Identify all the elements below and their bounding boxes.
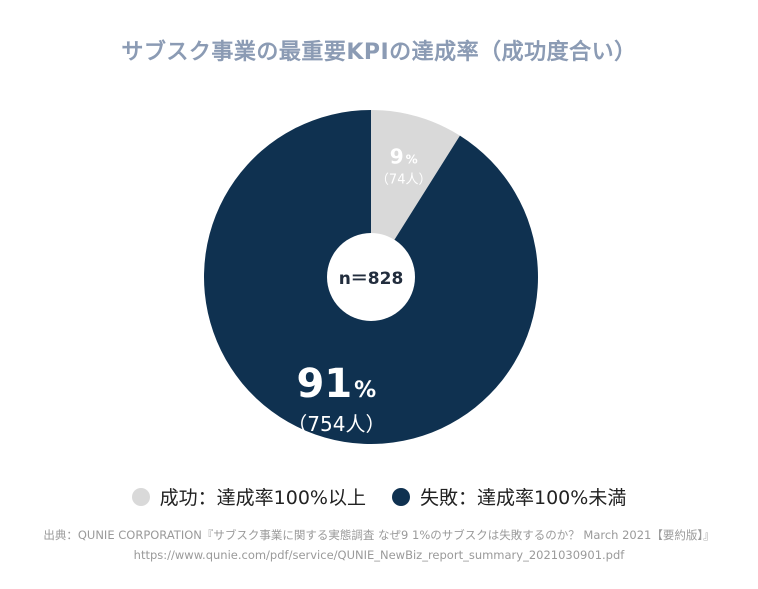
legend-item-failure: 失敗：達成率100%未満 [392, 483, 626, 510]
slice-count-label-failure: （754人） [287, 412, 385, 436]
slice-percent-number-success: 9 [390, 145, 404, 169]
labels-layer: 9 % （74人） 91% （754人） [287, 145, 431, 436]
legend-label-failure: 失敗：達成率100%未満 [420, 487, 627, 509]
legend-swatch-failure [392, 487, 410, 506]
source-citation: 出典：QUNIE CORPORATION『サブスク事業に関する実態調査 なぜ9 … [43, 528, 715, 542]
center-hole [327, 233, 415, 321]
total-count-label: n＝828 [339, 269, 404, 289]
slice-count-label-success: （74人） [376, 173, 432, 188]
legend-label-success: 成功：達成率100%以上 [159, 487, 366, 509]
legend: 成功：達成率100%以上 失敗：達成率100%未満 [0, 483, 758, 510]
chart-title: サブスク事業の最重要KPIの達成率（成功度合い） [121, 40, 637, 65]
slice-percent-unit-success: % [406, 153, 418, 167]
legend-item-success: 成功：達成率100%以上 [131, 483, 366, 510]
slice-percent-number-failure: 91 [297, 361, 353, 407]
slice-percent-label-failure: 91% [297, 361, 377, 407]
slice-percent-unit-failure: % [354, 378, 376, 403]
pie-slice-success [371, 110, 460, 277]
legend-swatch-success [131, 487, 150, 506]
slice-percent-label-success: 9% [390, 145, 418, 169]
source-url: https://www.qunie.com/pdf/service/QUNIE_… [133, 548, 625, 562]
